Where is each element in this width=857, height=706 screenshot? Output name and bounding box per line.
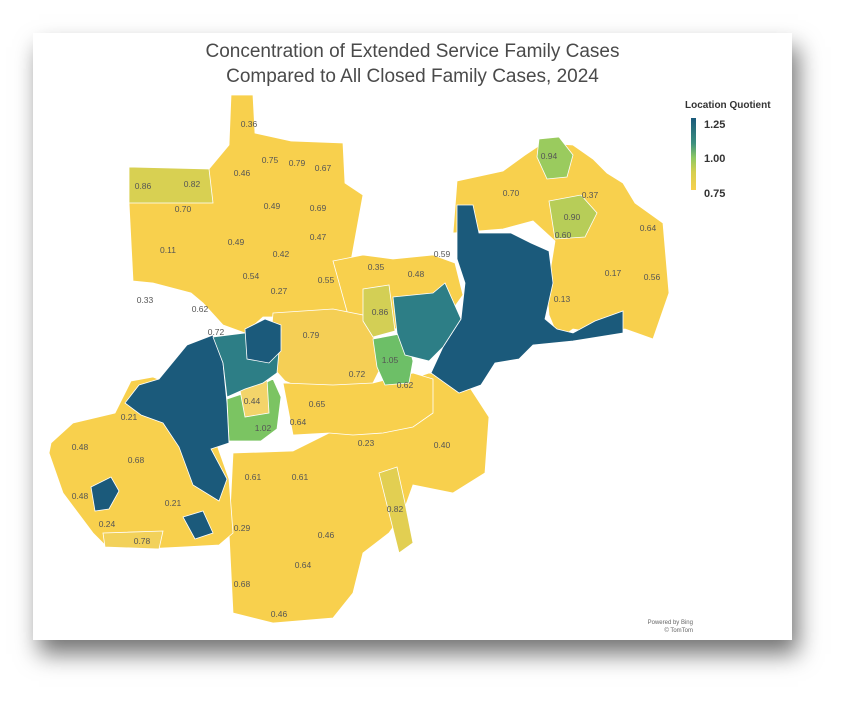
- attribution-line-1: Powered by Bing: [647, 620, 693, 626]
- attribution-line-2: © TomTom: [664, 628, 693, 634]
- label-lq: 0.72: [208, 327, 225, 337]
- label-lq: 0.60: [555, 230, 572, 240]
- label-lq: 0.67: [315, 163, 332, 173]
- label-lq: 0.42: [273, 249, 290, 259]
- label-lq: 0.48: [72, 442, 89, 452]
- label-lq: 0.17: [605, 268, 622, 278]
- label-lq: 0.64: [295, 560, 312, 570]
- label-lq: 0.78: [134, 536, 151, 546]
- region-lq-086-north: [128, 166, 214, 204]
- label-lq: 0.90: [564, 212, 581, 222]
- label-lq: 0.65: [309, 399, 326, 409]
- label-lq: 0.75: [262, 155, 279, 165]
- label-lq: 0.21: [165, 498, 182, 508]
- label-lq: 0.23: [358, 438, 375, 448]
- region-lq-082-south: [378, 466, 414, 554]
- label-lq: 0.82: [387, 504, 404, 514]
- label-lq: 0.64: [290, 417, 307, 427]
- label-lq: 0.49: [264, 201, 281, 211]
- label-lq: 0.48: [72, 491, 89, 501]
- label-lq: 0.69: [310, 203, 327, 213]
- region-lq-high-south: [182, 510, 214, 540]
- label-lq: 0.21: [121, 412, 138, 422]
- label-lq: 0.29: [234, 523, 251, 533]
- label-lq: 0.27: [271, 286, 288, 296]
- legend: Location Quotient 1.25 1.00 0.75: [685, 100, 785, 200]
- label-lq: 0.70: [503, 188, 520, 198]
- legend-title: Location Quotient: [685, 100, 771, 111]
- label-lq: 0.62: [192, 304, 209, 314]
- label-lq: 0.59: [434, 249, 451, 259]
- label-lq: 0.64: [640, 223, 657, 233]
- label-lq: 0.70: [175, 204, 192, 214]
- region-lq-090: [548, 194, 598, 240]
- label-lq: 0.40: [434, 440, 451, 450]
- legend-min-label: 0.75: [704, 188, 726, 200]
- label-lq: 1.05: [382, 355, 399, 365]
- label-lq: 0.82: [184, 179, 201, 189]
- label-lq: 0.61: [245, 472, 262, 482]
- region-lq-094: [536, 136, 574, 180]
- title-line-2: Compared to All Closed Family Cases, 202…: [226, 66, 599, 87]
- region-central-south: [282, 372, 434, 436]
- label-lq: 0.94: [541, 151, 558, 161]
- label-lq: 0.49: [228, 237, 245, 247]
- label-lq: 0.62: [397, 380, 414, 390]
- label-lq: 0.68: [234, 579, 251, 589]
- label-lq: 0.79: [289, 158, 306, 168]
- region-lq-high-north-central: [244, 318, 282, 364]
- map-card: Concentration of Extended Service Family…: [33, 33, 792, 640]
- label-lq: 0.46: [318, 530, 335, 540]
- region-lq-high-southwest: [90, 476, 120, 512]
- label-lq: 0.44: [244, 396, 261, 406]
- label-lq: 0.72: [349, 369, 366, 379]
- label-lq: 0.35: [368, 262, 385, 272]
- map-regions: [48, 94, 670, 624]
- region-lq-086-central: [362, 284, 396, 338]
- label-lq: 0.86: [135, 181, 152, 191]
- label-lq: 0.36: [241, 119, 258, 129]
- region-lq-teal-central: [392, 282, 462, 362]
- label-lq: 1.02: [255, 423, 272, 433]
- legend-max-label: 1.25: [704, 119, 726, 131]
- label-lq: 0.24: [99, 519, 116, 529]
- label-lq: 0.13: [554, 294, 571, 304]
- label-lq: 0.48: [408, 269, 425, 279]
- label-lq: 0.86: [372, 307, 389, 317]
- label-lq: 0.46: [271, 609, 288, 619]
- title-line-1: Concentration of Extended Service Family…: [205, 41, 620, 62]
- map-attribution: Powered by Bing © TomTom: [633, 619, 693, 635]
- label-lq: 0.33: [137, 295, 154, 305]
- label-lq: 0.79: [303, 330, 320, 340]
- choropleth-map: 0.36 0.75 0.79 0.67 0.46 0.94 0.86 0.82 …: [48, 94, 670, 624]
- map-title: Concentration of Extended Service Family…: [33, 39, 792, 89]
- label-lq: 0.68: [128, 455, 145, 465]
- label-lq: 0.55: [318, 275, 335, 285]
- region-central: [268, 308, 380, 394]
- region-value-labels: 0.36 0.75 0.79 0.67 0.46 0.94 0.86 0.82 …: [72, 119, 661, 619]
- label-lq: 0.46: [234, 168, 251, 178]
- label-lq: 0.61: [292, 472, 309, 482]
- label-lq: 0.37: [582, 190, 599, 200]
- region-lq-078: [102, 530, 164, 550]
- label-lq: 0.47: [310, 232, 327, 242]
- label-lq: 0.54: [243, 271, 260, 281]
- label-lq: 0.11: [160, 245, 176, 255]
- legend-mid-label: 1.00: [704, 153, 726, 165]
- label-lq: 0.56: [644, 272, 661, 282]
- legend-color-scale: [691, 118, 696, 190]
